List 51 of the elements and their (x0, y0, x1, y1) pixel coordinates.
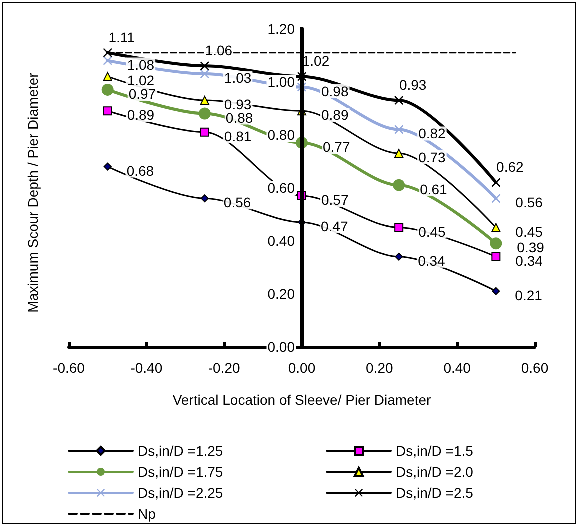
y-tick-label: 0.60 (268, 180, 296, 196)
y-tick-label: 0.00 (268, 339, 296, 355)
data-label: 0.56 (516, 194, 544, 211)
data-label: 1.11 (108, 29, 136, 46)
data-label: 0.88 (226, 110, 254, 126)
y-tick-label: 0.40 (268, 233, 296, 249)
data-label: 0.93 (224, 96, 252, 113)
data-label: 0.57 (322, 192, 349, 208)
x-tick-label: -0.20 (208, 360, 240, 376)
y-axis-title: Maximum Scour Depth / Pier Diameter (25, 72, 41, 313)
data-label: 1.02 (127, 72, 155, 89)
x-tick-label: 0.00 (288, 360, 316, 376)
data-label: 0.97 (128, 86, 156, 102)
y-tick-label: 0.80 (268, 127, 296, 143)
data-label: 0.47 (321, 218, 348, 234)
data-label: 0.45 (418, 224, 446, 240)
data-label: 1.02 (302, 53, 330, 70)
y-tick-label: 0.20 (268, 286, 296, 302)
legend-label: Ds,in/D =2.25 (138, 485, 224, 501)
legend-label: Ds,in/D =2.0 (396, 464, 474, 480)
y-tick-label: 1.20 (268, 21, 296, 37)
data-label: 0.21 (515, 287, 543, 304)
legend-label: Np (138, 506, 156, 522)
legend-label: Ds,in/D =1.5 (396, 443, 474, 459)
data-label: 0.93 (399, 77, 427, 94)
data-label: 0.81 (224, 128, 252, 144)
x-tick-label: -0.60 (53, 360, 86, 376)
data-label: 0.34 (418, 252, 446, 269)
legend-label: Ds,in/D =1.25 (138, 443, 224, 459)
data-label: 1.08 (127, 56, 155, 73)
x-tick-label: -0.40 (130, 360, 163, 376)
x-tick-label: 0.40 (444, 360, 472, 376)
data-label: 1.03 (224, 70, 252, 86)
data-label: 0.89 (127, 107, 155, 124)
legend-label: Ds,in/D =1.75 (138, 464, 224, 480)
data-label: 0.61 (420, 181, 448, 198)
data-label: 0.45 (516, 224, 544, 240)
data-label: 0.89 (322, 107, 349, 124)
data-label: 0.73 (418, 150, 446, 166)
y-tick-label: 1.00 (268, 74, 296, 90)
data-label: 1.06 (205, 42, 233, 59)
data-label: 0.56 (224, 194, 252, 211)
data-label: 0.98 (322, 83, 349, 100)
x-axis-title: Vertical Location of Sleeve/ Pier Diameter (172, 392, 432, 408)
x-tick-label: 0.60 (521, 360, 549, 376)
data-label: 0.68 (126, 162, 154, 179)
data-label: 0.77 (323, 138, 350, 155)
data-label: 0.82 (418, 126, 446, 142)
data-label: 0.62 (496, 159, 524, 176)
legend-label: Ds,in/D =2.5 (396, 485, 474, 501)
x-tick-label: 0.20 (366, 360, 394, 376)
